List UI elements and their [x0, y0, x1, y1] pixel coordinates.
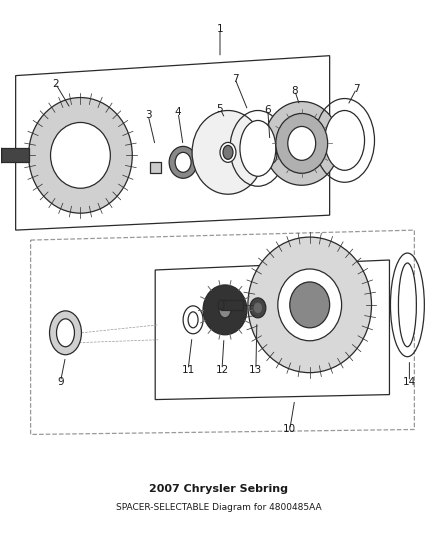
Text: 13: 13 [249, 365, 262, 375]
Ellipse shape [325, 110, 364, 171]
Ellipse shape [188, 312, 198, 328]
Text: 2: 2 [52, 78, 59, 88]
Ellipse shape [264, 101, 339, 185]
Ellipse shape [240, 120, 276, 176]
Text: 2007 Chrysler Sebring: 2007 Chrysler Sebring [149, 484, 289, 494]
FancyBboxPatch shape [1, 148, 28, 163]
Ellipse shape [278, 269, 342, 341]
Text: SPACER-SELECTABLE Diagram for 4800485AA: SPACER-SELECTABLE Diagram for 4800485AA [116, 503, 322, 512]
Text: 7: 7 [232, 74, 238, 84]
Ellipse shape [267, 148, 277, 163]
Text: 8: 8 [291, 86, 298, 95]
Ellipse shape [49, 311, 81, 355]
Bar [150, 163, 161, 173]
Text: 4: 4 [175, 108, 181, 117]
Text: 10: 10 [283, 424, 297, 434]
Ellipse shape [248, 237, 371, 373]
Ellipse shape [169, 147, 197, 178]
Ellipse shape [223, 146, 233, 159]
Ellipse shape [399, 263, 417, 347]
Text: 6: 6 [265, 106, 271, 116]
Ellipse shape [57, 319, 74, 347]
Text: 9: 9 [57, 377, 64, 386]
Ellipse shape [219, 302, 231, 318]
Ellipse shape [203, 285, 247, 335]
FancyBboxPatch shape [221, 300, 243, 310]
Ellipse shape [220, 142, 236, 163]
Ellipse shape [254, 303, 262, 313]
Text: 11: 11 [181, 365, 195, 375]
Text: 7: 7 [353, 84, 360, 94]
Ellipse shape [50, 123, 110, 188]
Ellipse shape [250, 298, 266, 318]
Ellipse shape [218, 300, 224, 310]
Text: 3: 3 [145, 110, 152, 120]
Text: 12: 12 [215, 365, 229, 375]
Ellipse shape [192, 110, 264, 194]
Ellipse shape [290, 282, 330, 328]
Ellipse shape [28, 98, 132, 213]
Text: 5: 5 [217, 103, 223, 114]
Ellipse shape [175, 152, 191, 172]
Text: 1: 1 [217, 24, 223, 34]
Text: 14: 14 [403, 377, 416, 386]
Ellipse shape [262, 142, 282, 168]
Ellipse shape [276, 114, 328, 173]
Ellipse shape [288, 126, 316, 160]
